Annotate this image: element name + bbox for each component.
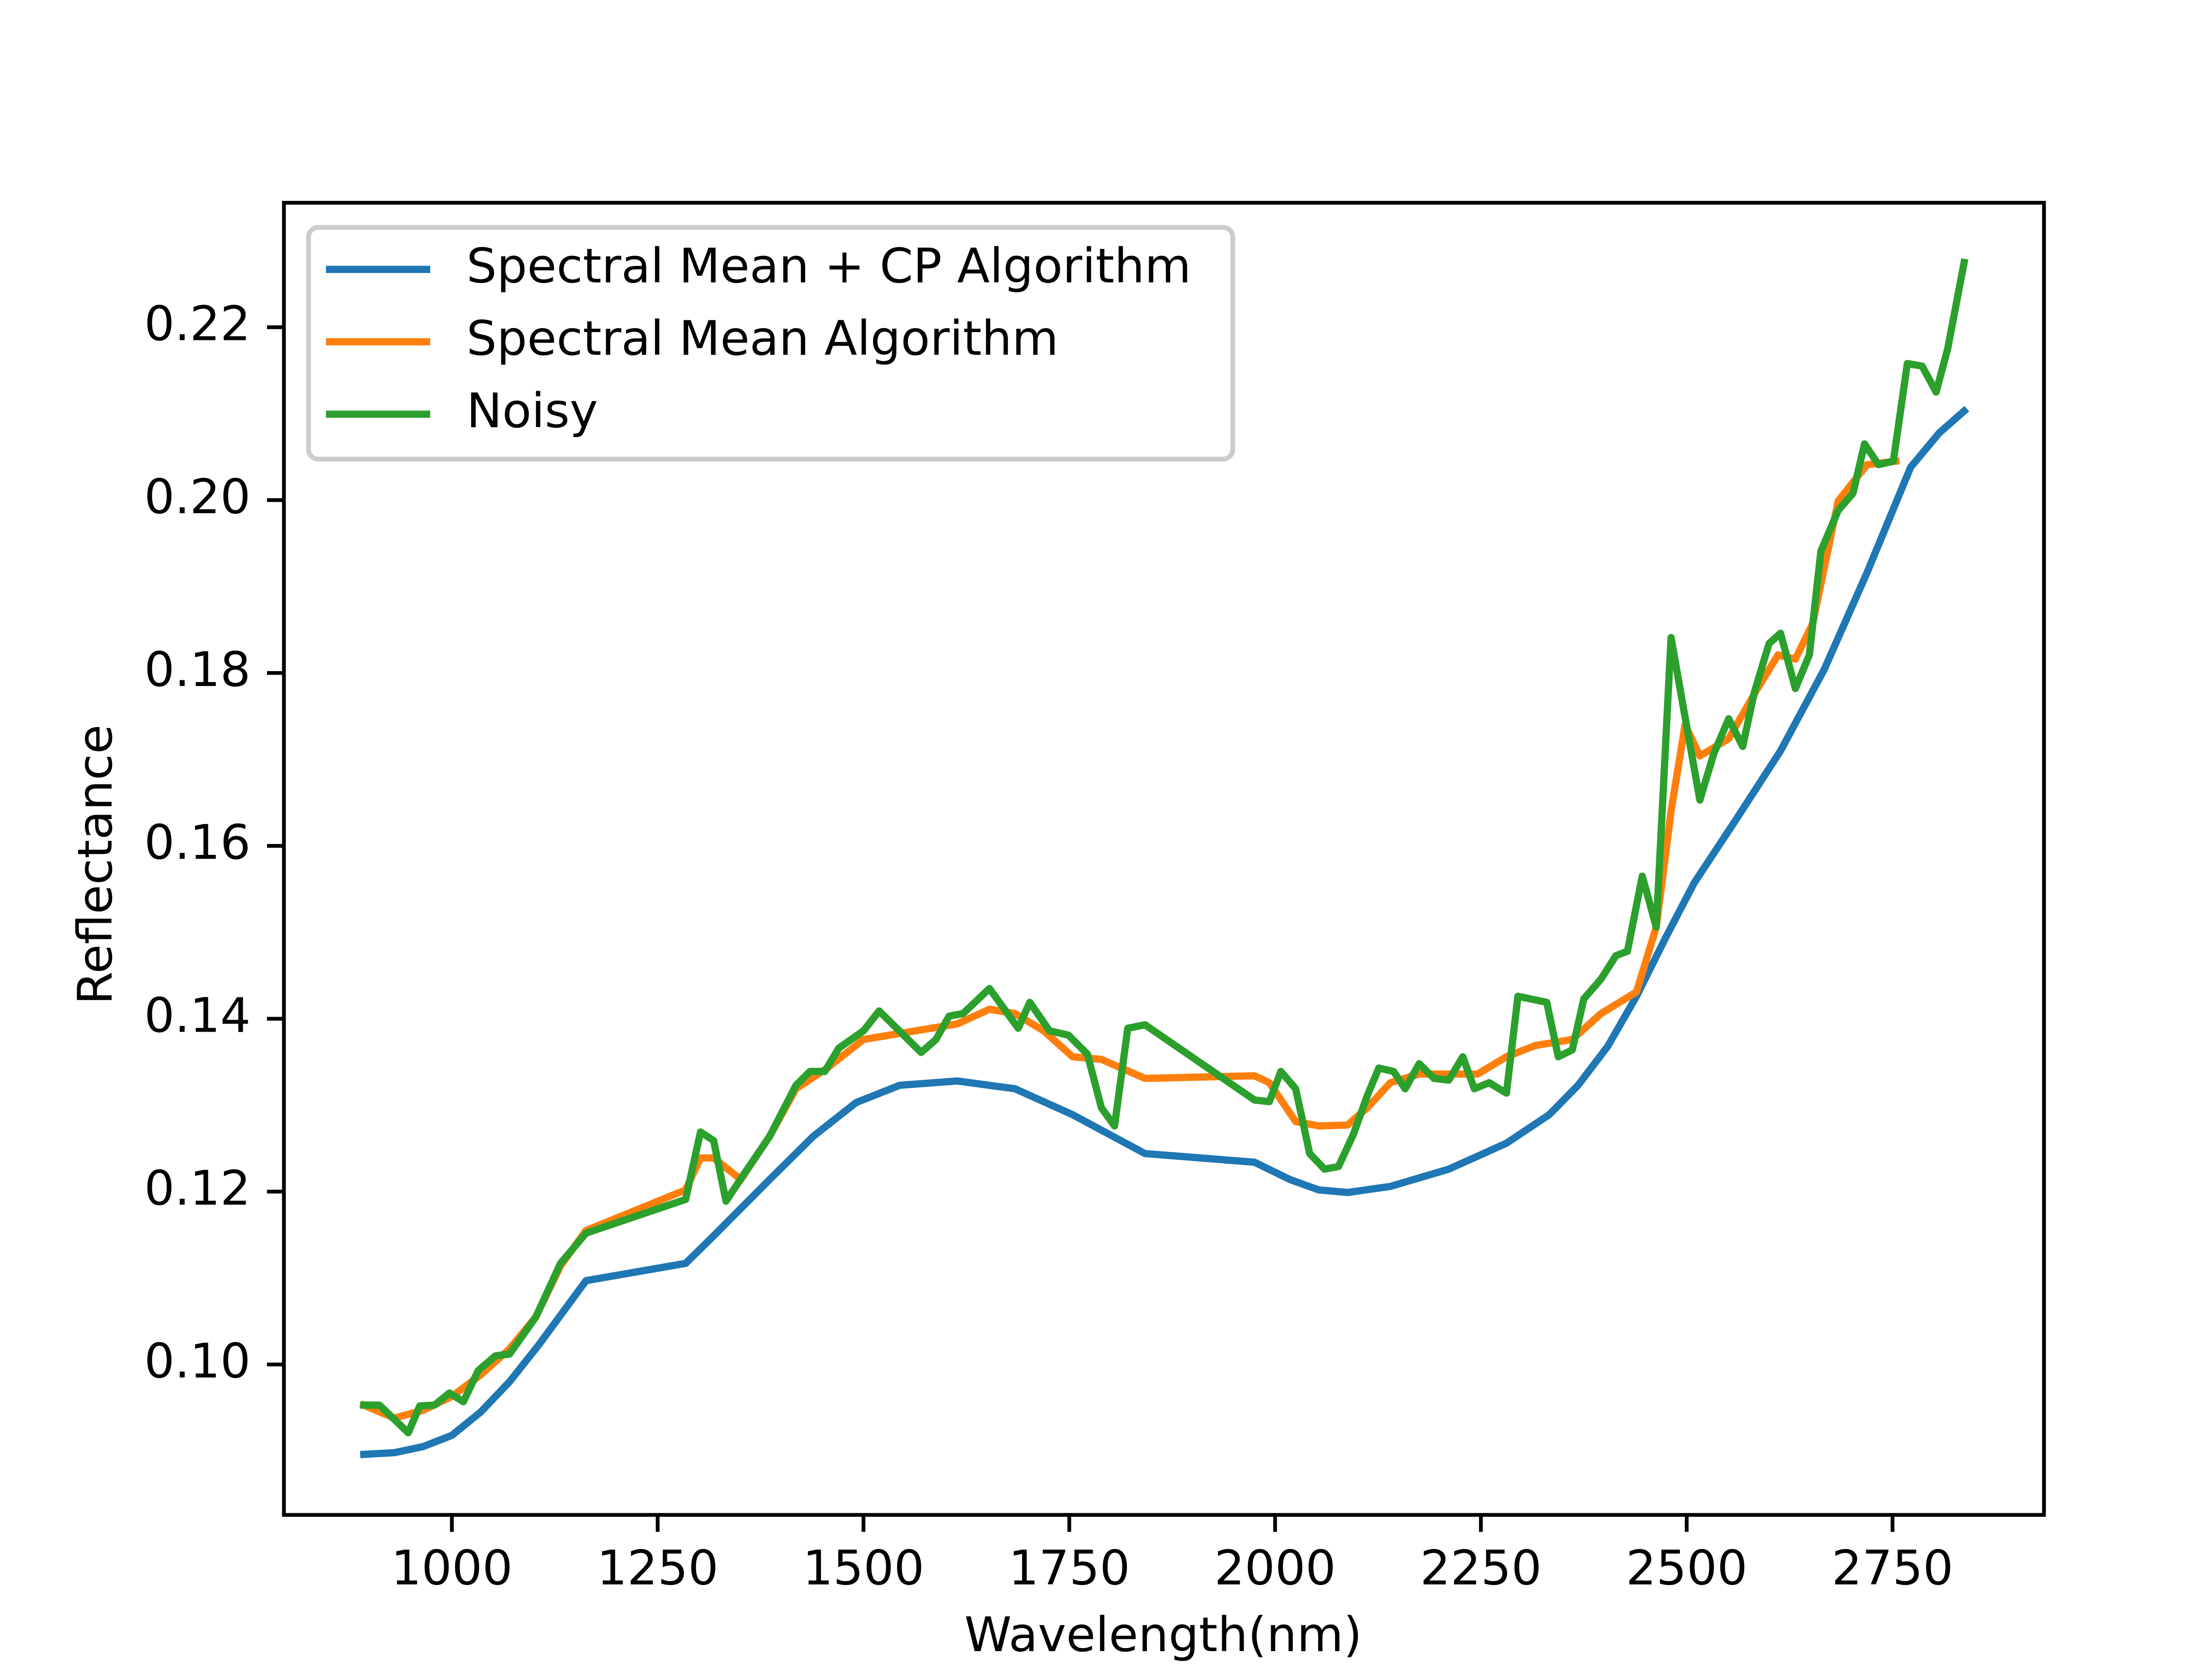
y-tick-label: 0.10	[144, 1334, 250, 1389]
x-tick-label: 1250	[597, 1540, 719, 1596]
legend-label: Spectral Mean + CP Algorithm	[466, 238, 1191, 294]
x-tick-label: 1000	[391, 1540, 513, 1596]
y-axis-label: Reflectance	[67, 724, 123, 1005]
x-tick-label: 1750	[1009, 1540, 1130, 1596]
y-tick-label: 0.16	[144, 815, 250, 870]
series-line	[360, 258, 1969, 1437]
y-tick-label: 0.22	[144, 296, 250, 352]
y-tick-label: 0.14	[144, 987, 250, 1043]
x-tick-label: 1500	[803, 1540, 924, 1596]
x-tick-label: 2000	[1214, 1540, 1336, 1596]
y-tick-label: 0.18	[144, 642, 250, 697]
legend-box	[306, 225, 1235, 462]
series-line	[360, 406, 1970, 1459]
y-tick-label: 0.20	[144, 469, 250, 525]
x-tick-label: 2750	[1832, 1540, 1953, 1596]
legend-label: Noisy	[466, 383, 598, 439]
legend-label: Spectral Mean Algorithm	[466, 311, 1059, 366]
plot-frame	[282, 201, 2046, 1517]
y-tick-label: 0.12	[144, 1160, 250, 1216]
x-tick-label: 2250	[1420, 1540, 1542, 1596]
x-axis-label: Wavelength(nm)	[964, 1607, 1362, 1662]
x-tick-label: 2500	[1626, 1540, 1747, 1596]
